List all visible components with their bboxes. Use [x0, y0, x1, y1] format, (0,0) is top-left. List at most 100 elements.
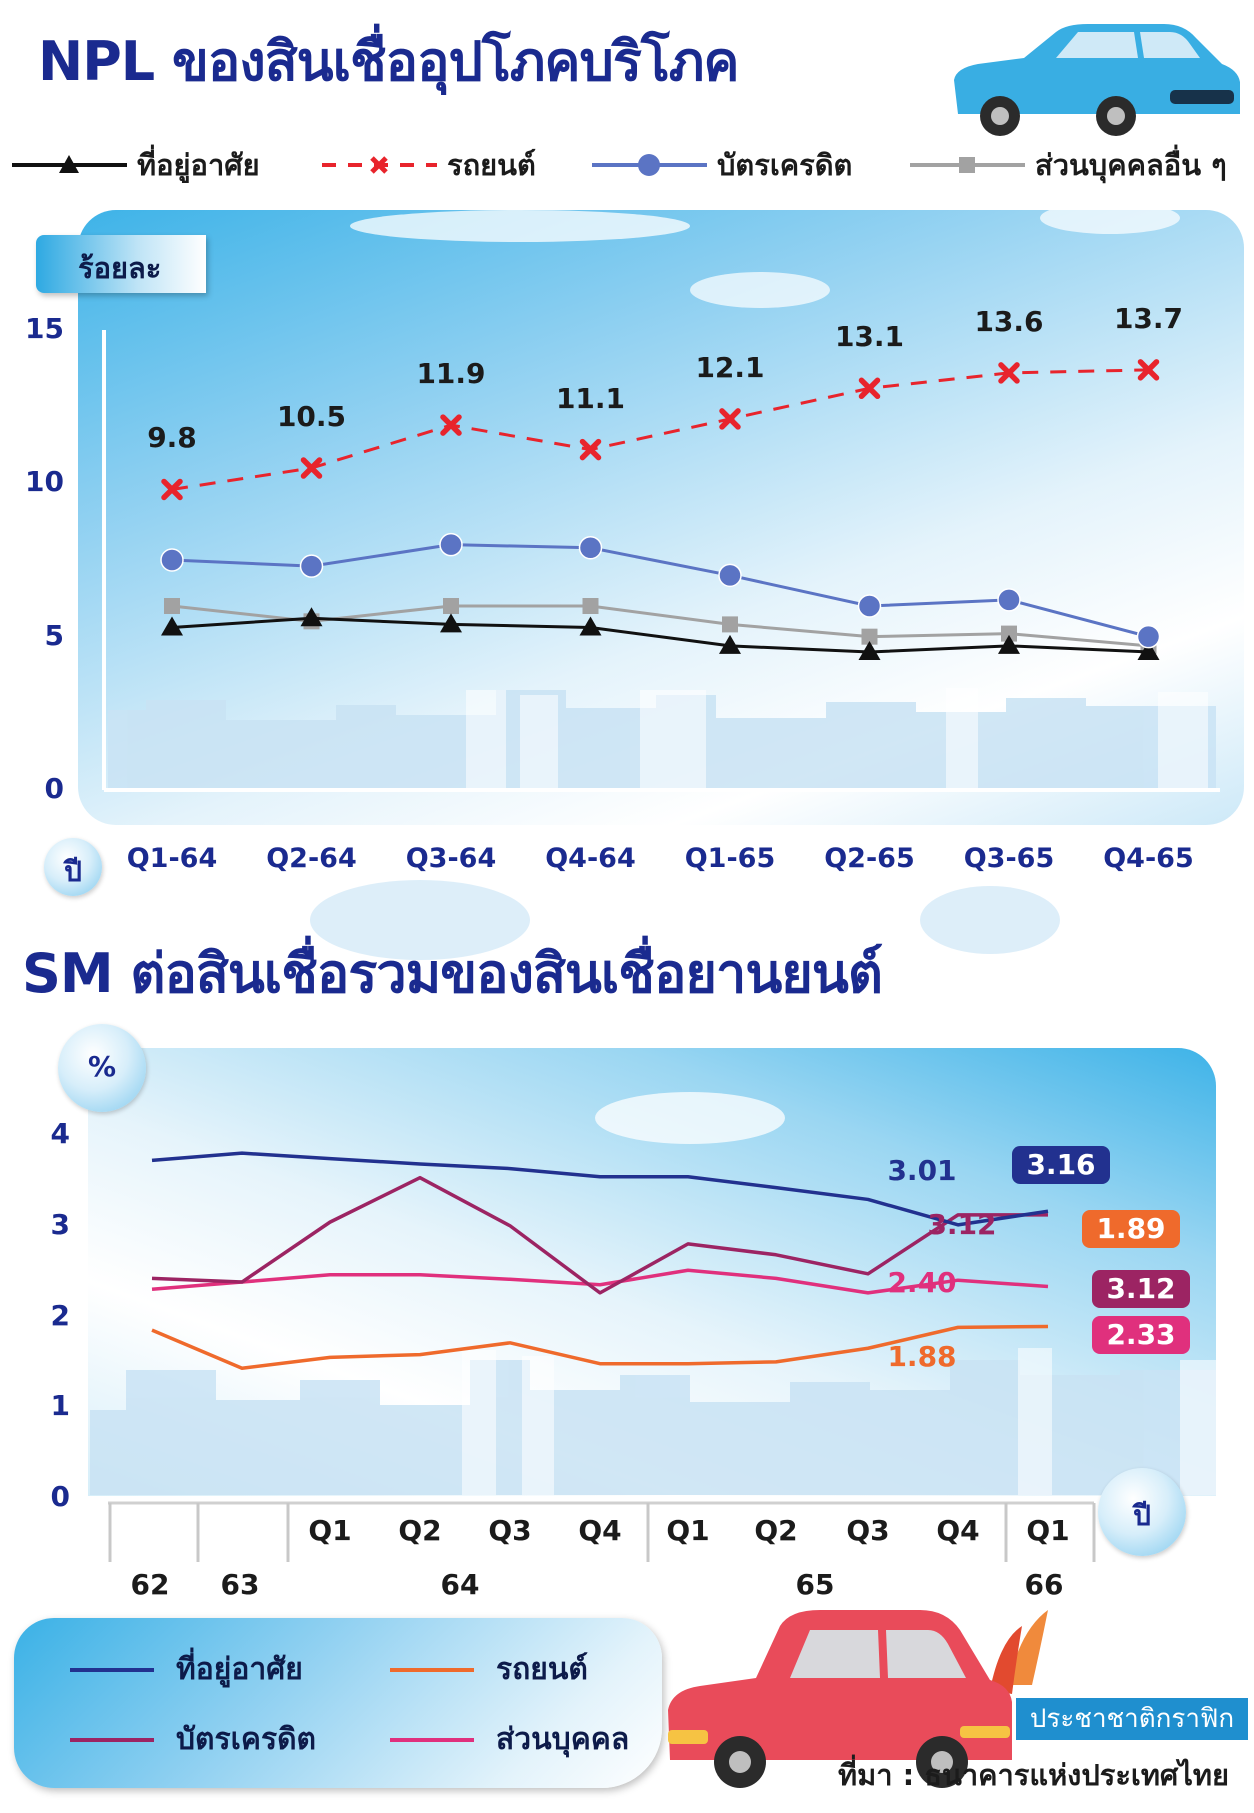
chart1-data-label: 13.6: [974, 304, 1044, 338]
chart1-point-stroke: [858, 377, 881, 400]
chart1-data-label: 10.5: [276, 400, 347, 433]
chart1-point: [300, 607, 323, 627]
chart1-point: [1001, 625, 1017, 642]
legend2-item-car: รถยนต์: [390, 1646, 588, 1693]
chart1-year-badge: ปี: [44, 838, 102, 896]
chart1-point: [1136, 624, 1161, 649]
chart1-x-tick: Q2-64: [266, 843, 357, 874]
chart2-year-tick: 62: [130, 1568, 170, 1601]
chart1-decor: [108, 202, 1216, 790]
legend2-label-residential: ที่อยู่อาศัย: [176, 1652, 303, 1687]
chart2-xlabel: ปี: [1133, 1499, 1151, 1532]
chart1-point: [718, 563, 742, 588]
plant-leaf: [1008, 1610, 1048, 1685]
chart2-prev-label: 2.40: [887, 1266, 957, 1299]
chart1-xlabel: ปี: [64, 855, 82, 888]
title-npl: NPL ของสินเชื่ออุปโภคบริโภค: [38, 30, 740, 93]
chart1-point: [861, 628, 878, 645]
chart1-y-tick: 0: [44, 772, 64, 805]
chart2-quarter-tick: Q2: [754, 1514, 798, 1547]
chart1-point: [299, 554, 324, 578]
chart2-prev-label: 3.01: [887, 1154, 957, 1187]
chart1-point: [440, 414, 462, 436]
legend2-label-personal: ส่วนบุคคล: [496, 1722, 630, 1757]
title-sm: SM ต่อสินเชื่อรวมของสินเชื่อยานยนต์: [22, 942, 883, 1005]
chart2-quarter-tick: Q3: [488, 1514, 532, 1547]
chart1-data-label: 11.9: [416, 357, 486, 391]
chart2-year-tick: 65: [795, 1568, 835, 1601]
chart1-point: [1137, 359, 1160, 381]
chart2-quarter-tick: Q2: [398, 1514, 442, 1547]
chart2-end-badge: 1.89: [1082, 1210, 1180, 1248]
chart1-point: [857, 594, 882, 618]
brand-label: ประชาชาติกราฟิก: [1016, 1698, 1248, 1740]
legend2-swatch: [70, 1737, 154, 1742]
circle-marker-icon: [592, 154, 707, 176]
chart1-y-tick: 5: [44, 618, 64, 652]
chart1-point: [161, 616, 183, 636]
chart2-series-line: [151, 1175, 1048, 1295]
chart1-point: [578, 535, 603, 560]
chart1-point: [998, 362, 1020, 384]
chart1-series-line: [171, 543, 1149, 639]
chart1-point: [439, 532, 463, 557]
chart2-quarter-tick: Q1: [308, 1514, 352, 1547]
legend-bottom: ที่อยู่อาศัย รถยนต์ บัตรเครดิต ส่วนบุคคล: [14, 1618, 662, 1788]
chart1-data-label: 13.1: [834, 320, 905, 354]
chart2-prev-label: 3.12: [927, 1208, 997, 1241]
chart1-point: [1137, 641, 1160, 660]
legend-label-residential: ที่อยู่อาศัย: [137, 148, 260, 182]
chart1-point: [160, 548, 184, 572]
chart1-data-label: 9.8: [147, 421, 197, 455]
legend-item-residential: ที่อยู่อาศัย: [12, 140, 260, 190]
chart2-quarter-tick: Q1: [666, 1514, 710, 1547]
chart1-point-stroke: [998, 362, 1020, 384]
legend2-swatch: [70, 1667, 154, 1672]
chart2-quarter-tick: Q1: [1026, 1514, 1070, 1547]
legend-label-personal: ส่วนบุคคลอื่น ๆ: [1035, 148, 1227, 182]
chart1-x-tick: Q3-65: [963, 843, 1055, 874]
chart1-point: [300, 457, 323, 479]
chart1-point: [582, 598, 599, 614]
legend-item-personal: ส่วนบุคคลอื่น ๆ: [910, 140, 1227, 190]
legend2-item-personal: ส่วนบุคคล: [390, 1716, 629, 1763]
red-car-icon: [668, 1610, 1048, 1788]
chart1-ylabel: ร้อยละ: [78, 251, 162, 285]
chart1-series-line: [171, 616, 1149, 654]
chart1-x-tick: Q4-64: [545, 843, 636, 874]
chart2-y-tick: 2: [50, 1298, 70, 1332]
chart1-point: [719, 634, 741, 654]
chart2-unit-badge: %: [58, 1024, 146, 1112]
chart2-decor: [90, 1092, 1216, 1495]
chart1-point: [579, 616, 602, 636]
chart2-y-tick: 4: [50, 1117, 70, 1150]
chart2-quarter-tick: Q4: [578, 1514, 622, 1547]
chart1-x-tick: Q2-65: [824, 843, 915, 874]
chart1-unit-tab: ร้อยละ: [36, 235, 206, 293]
chart1-plot: [102, 330, 1220, 792]
chart1-point-stroke: [300, 457, 323, 479]
chart1-point: [443, 598, 459, 614]
source-label: ที่มา : ธนาคารแห่งประเทศไทย: [838, 1758, 1230, 1792]
square-marker-icon: [910, 157, 1025, 173]
chart2-year-tick: 64: [440, 1568, 480, 1601]
chart1-point: [440, 613, 462, 633]
chart2-prev-label: 1.88: [887, 1340, 957, 1373]
chart1-point: [997, 588, 1021, 612]
legend2-item-residential: ที่อยู่อาศัย: [70, 1646, 303, 1693]
chart2-ylabel: %: [87, 1050, 117, 1083]
chart1-point: [164, 598, 180, 614]
cloud-decor: [310, 880, 1060, 960]
chart1-point-stroke: [579, 438, 602, 461]
legend2-label-car: รถยนต์: [496, 1652, 588, 1687]
chart2-year-tick: 63: [220, 1568, 260, 1601]
plant-leaf: [990, 1626, 1022, 1694]
chart2-year-tick: 66: [1024, 1568, 1064, 1601]
chart1-y-tick: 10: [25, 465, 64, 499]
chart1-point: [858, 641, 881, 660]
x-marker-icon: [322, 156, 437, 174]
chart1-x-tick: Q1-65: [684, 843, 776, 874]
chart2-y-tick: 3: [50, 1207, 70, 1241]
chart2-series-line: [151, 1151, 1049, 1227]
